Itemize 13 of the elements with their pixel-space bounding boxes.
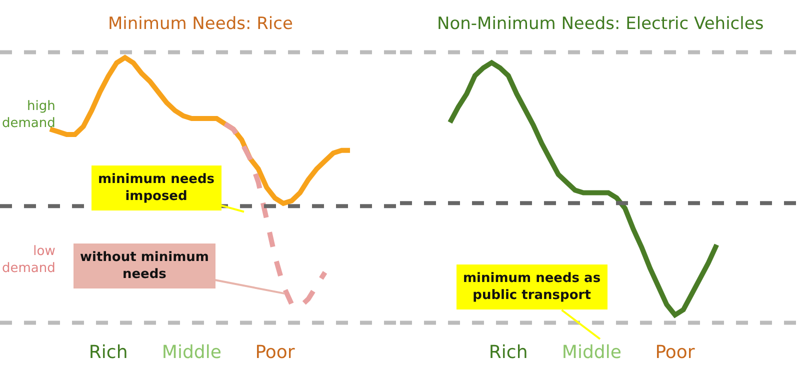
x-tick-label: Middle	[562, 342, 622, 363]
x-tick-label: Poor	[255, 342, 296, 363]
chart-title: Minimum Needs: Rice	[108, 14, 293, 34]
annotation: minimum needs imposed	[98, 172, 215, 204]
annotation: high demand	[2, 99, 56, 131]
annotation: minimum needs as public transport	[463, 271, 601, 303]
chart-title: Non-Minimum Needs: Electric Vehicles	[437, 14, 764, 34]
x-tick-label: Rich	[488, 342, 528, 363]
x-tick-label: Poor	[655, 342, 696, 363]
annotation: low demand	[2, 244, 56, 276]
x-tick-label: Middle	[162, 342, 222, 363]
annotation: without minimum needs	[80, 250, 209, 282]
x-tick-label: Rich	[88, 342, 128, 363]
